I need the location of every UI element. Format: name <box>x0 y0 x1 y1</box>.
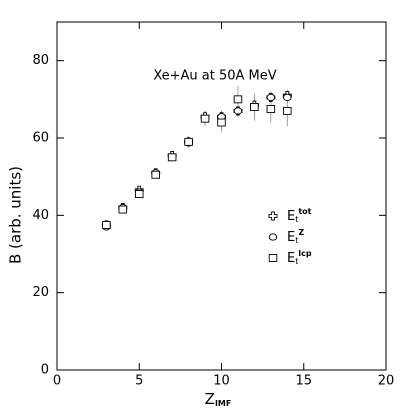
marker-circle <box>233 107 243 115</box>
marker-square <box>268 254 278 262</box>
marker-square <box>118 205 128 214</box>
marker-square <box>217 118 226 127</box>
y-tick-label: 80 <box>32 53 49 68</box>
y-tick-label: 0 <box>41 363 49 378</box>
y-tick-label: 20 <box>32 285 49 300</box>
legend-superscript: Z <box>298 228 304 237</box>
legend-subscript: t <box>295 215 298 224</box>
x-label-sub: IMF <box>215 399 231 408</box>
legend-subscript: t <box>295 236 298 245</box>
legend-superscript: tot <box>298 207 311 216</box>
marker-square <box>134 190 144 199</box>
x-axis-label: ZIMF <box>205 390 232 408</box>
marker-square <box>250 103 259 112</box>
legend-label: Ettot <box>287 207 312 224</box>
marker-square <box>233 95 243 104</box>
marker-circle <box>266 93 276 102</box>
marker-square <box>266 105 276 113</box>
marker-square <box>184 137 193 146</box>
x-tick-label: 15 <box>295 374 312 389</box>
x-tick-label: 0 <box>53 374 61 389</box>
marker-circle <box>268 233 278 241</box>
legend-subscript: t <box>295 257 298 266</box>
legend-label: Etlcp <box>287 249 312 266</box>
marker-square <box>283 106 292 115</box>
x-tick-label: 20 <box>378 374 395 389</box>
marker-square <box>102 221 111 229</box>
legend-name: E <box>287 251 295 266</box>
marker-square <box>167 153 177 162</box>
y-axis-label: B (arb. units) <box>7 166 25 264</box>
x-tick-label: 10 <box>213 374 230 389</box>
legend-name: E <box>287 230 295 245</box>
y-tick-label: 60 <box>32 131 49 146</box>
legend-superscript: lcp <box>298 249 311 258</box>
legend-label: EtZ <box>287 228 304 245</box>
x-tick-label: 5 <box>135 374 143 389</box>
marker-square <box>200 114 210 123</box>
marker-square <box>151 170 160 179</box>
legend-name: E <box>287 209 295 224</box>
y-tick-label: 40 <box>32 208 49 223</box>
marker-plus <box>268 211 278 221</box>
x-label-main: Z <box>205 390 215 408</box>
annotation: Xe+Au at 50A MeV <box>153 69 276 84</box>
marker-circle <box>283 93 292 102</box>
